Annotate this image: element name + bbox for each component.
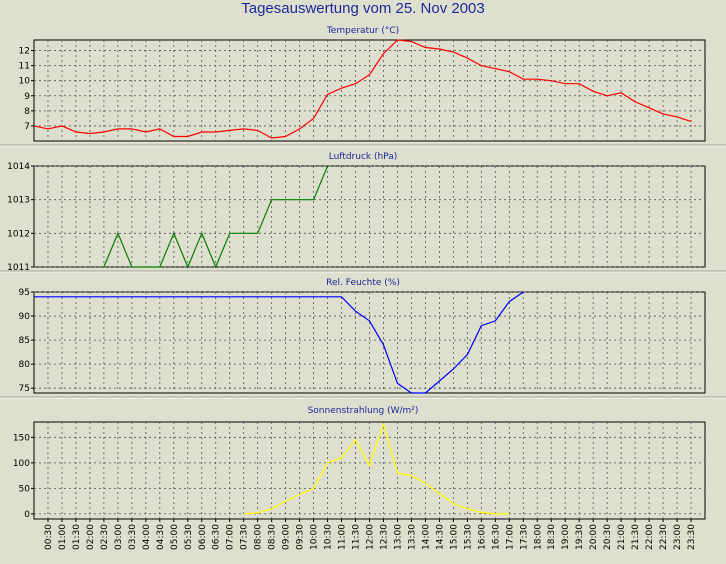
y-tick-label: 100: [13, 459, 30, 469]
x-tick-label: 02:30: [100, 524, 110, 550]
x-tick-label: 14:00: [421, 524, 431, 550]
y-tick-label: 9: [24, 92, 30, 102]
x-tick-label: 05:00: [170, 524, 180, 550]
y-tick-label: 80: [19, 360, 31, 370]
x-tick-label: 16:00: [477, 524, 487, 550]
x-tick-label: 21:00: [617, 524, 627, 550]
x-tick-label: 23:30: [687, 524, 697, 550]
y-tick-label: 12: [19, 47, 30, 57]
y-tick-label: 10: [19, 77, 31, 87]
y-tick-label: 1014: [7, 162, 30, 172]
x-axis: 00:30 01:00 01:30 02:00 02:30 03:00 03:30 04:00…: [44, 519, 697, 550]
x-tick-label: 12:00: [366, 524, 376, 550]
x-tick-label: 01:30: [72, 524, 82, 550]
y-tick-label: 1013: [7, 196, 30, 206]
chart-panel-1: Temperatur (°C) 7 8 9 10 11 12: [0, 26, 726, 147]
x-tick-label: 06:30: [212, 524, 222, 550]
x-tick-label: 22:00: [645, 524, 655, 550]
y-tick-label: 1012: [7, 229, 30, 239]
y-tick-label: 90: [19, 312, 31, 322]
page-title: Tagesauswertung vom 25. Nov 2003: [241, 0, 485, 17]
x-tick-label: 17:30: [519, 524, 529, 550]
x-tick-label: 21:30: [631, 524, 641, 550]
x-tick-label: 10:30: [324, 524, 334, 550]
series-line: [34, 291, 524, 394]
series-line: [33, 39, 692, 139]
x-tick-label: 09:00: [282, 524, 292, 550]
x-tick-label: 19:00: [561, 524, 571, 550]
series-line: [243, 422, 510, 515]
y-tick-label: 11: [19, 62, 30, 72]
x-tick-label: 20:00: [589, 524, 599, 550]
x-tick-label: 18:00: [533, 524, 543, 550]
chart-title: Sonnenstrahlung (W/m²): [308, 406, 419, 416]
x-tick-label: 06:00: [198, 524, 208, 550]
x-tick-label: 03:00: [114, 524, 124, 550]
y-tick-label: 150: [13, 433, 30, 443]
y-tick-label: 7: [24, 122, 30, 132]
y-tick-label: 85: [19, 336, 30, 346]
x-tick-label: 12:30: [379, 524, 389, 550]
x-tick-label: 01:00: [58, 524, 68, 550]
y-tick-label: 8: [24, 107, 30, 117]
x-tick-label: 13:30: [407, 524, 417, 550]
x-tick-label: 15:30: [463, 524, 473, 550]
x-tick-label: 11:30: [352, 524, 362, 550]
x-tick-label: 04:30: [156, 524, 166, 550]
x-tick-label: 20:30: [603, 524, 613, 550]
chart-panel-3: Rel. Feuchte (%) 75 80 85 90 95: [0, 278, 726, 399]
x-tick-label: 08:00: [254, 524, 264, 550]
x-tick-label: 11:00: [338, 524, 348, 550]
x-tick-label: 07:30: [240, 524, 250, 550]
x-tick-label: 13:00: [393, 524, 403, 550]
chart-panel-2: Luftdruck (hPa) 1011 1012 1013 1014: [0, 152, 726, 273]
x-tick-label: 23:00: [673, 524, 683, 550]
chart-title: Rel. Feuchte (%): [326, 278, 400, 288]
x-tick-label: 09:30: [296, 524, 306, 550]
series-line: [103, 165, 329, 269]
y-tick-label: 0: [24, 510, 30, 520]
y-tick-label: 75: [19, 384, 30, 394]
x-tick-label: 04:00: [142, 524, 152, 550]
chart-title: Temperatur (°C): [326, 26, 399, 36]
y-tick-label: 95: [19, 288, 30, 298]
y-tick-label: 1011: [7, 263, 30, 273]
x-tick-label: 17:00: [505, 524, 515, 550]
x-tick-label: 07:00: [226, 524, 236, 550]
y-tick-label: 50: [19, 484, 31, 494]
x-tick-label: 15:00: [449, 524, 459, 550]
chart-title: Luftdruck (hPa): [329, 152, 398, 162]
plot-frame: [33, 421, 706, 520]
x-tick-label: 14:30: [435, 524, 445, 550]
chart-panel-4: Sonnenstrahlung (W/m²) 0 50 100 150: [13, 406, 706, 520]
x-tick-label: 08:30: [268, 524, 278, 550]
x-tick-label: 19:30: [575, 524, 585, 550]
x-tick-label: 03:30: [128, 524, 138, 550]
x-tick-label: 00:30: [44, 524, 54, 550]
x-tick-label: 16:30: [491, 524, 501, 550]
x-tick-label: 02:00: [86, 524, 96, 550]
x-tick-label: 05:30: [184, 524, 194, 550]
x-tick-label: 10:00: [310, 524, 320, 550]
x-tick-label: 18:30: [547, 524, 557, 550]
x-tick-label: 22:30: [659, 524, 669, 550]
